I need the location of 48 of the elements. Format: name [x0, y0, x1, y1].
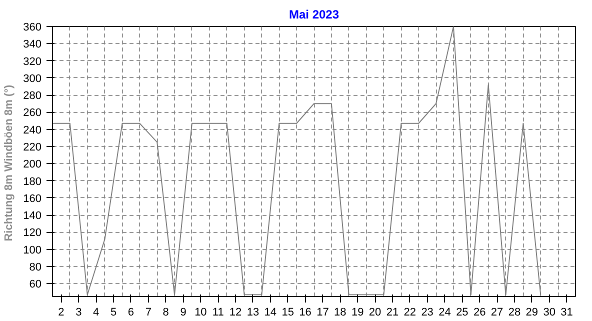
x-tick-label: 11 [212, 306, 224, 318]
x-tick-label: 17 [316, 306, 329, 318]
x-tick-label: 19 [351, 306, 364, 318]
x-tick-label: 23 [421, 306, 434, 318]
y-tick-label: 60 [29, 278, 42, 291]
x-tick-label: 14 [264, 306, 277, 318]
x-tick-label: 31 [560, 306, 573, 318]
x-tick-label: 30 [543, 306, 556, 318]
x-tick-label: 16 [299, 306, 312, 318]
x-tick-label: 2 [58, 306, 64, 318]
y-tick-label: 340 [23, 38, 42, 51]
x-tick-label: 21 [386, 306, 399, 318]
x-tick-label: 28 [508, 306, 521, 318]
x-tick-label: 26 [474, 306, 486, 318]
y-tick-label: 140 [23, 210, 42, 222]
x-tick-label: 6 [128, 306, 134, 318]
chart-title: Mai 2023 [288, 8, 340, 22]
y-tick-label: 360 [23, 22, 42, 34]
x-tick-label: 3 [76, 306, 82, 318]
x-tick-label: 15 [282, 306, 294, 318]
x-tick-label: 4 [93, 306, 100, 318]
y-tick-label: 180 [23, 176, 42, 188]
y-tick-label: 100 [23, 244, 42, 256]
x-tick-label: 10 [194, 306, 207, 318]
y-tick-label: 300 [23, 72, 42, 85]
y-tick-label: 200 [23, 158, 42, 171]
x-tick-label: 5 [110, 306, 117, 318]
x-tick-label: 20 [368, 306, 382, 318]
y-tick-label: 260 [23, 107, 42, 120]
y-tick-label: 240 [23, 124, 42, 136]
y-tick-label: 160 [23, 192, 42, 205]
x-tick-label: 12 [229, 306, 242, 318]
x-tick-label: 18 [334, 306, 346, 318]
x-tick-label: 22 [404, 306, 416, 318]
x-tick-label: 24 [438, 306, 451, 318]
x-tick-label: 7 [145, 306, 152, 318]
y-tick-label: 120 [23, 227, 42, 240]
x-tick-label: 27 [490, 306, 504, 318]
y-tick-label: 220 [23, 142, 42, 154]
y-tick-label: 80 [29, 262, 42, 274]
x-tick-label: 29 [526, 306, 538, 318]
x-tick-label: 8 [162, 306, 169, 318]
x-tick-label: 25 [456, 306, 468, 318]
x-tick-label: 13 [246, 306, 260, 318]
y-tick-label: 320 [23, 56, 42, 68]
x-tick-label: 9 [180, 306, 186, 318]
y-tick-label: 280 [23, 90, 42, 102]
y-axis-title: Richtung 8m Windböen 8m (°) [3, 84, 16, 242]
